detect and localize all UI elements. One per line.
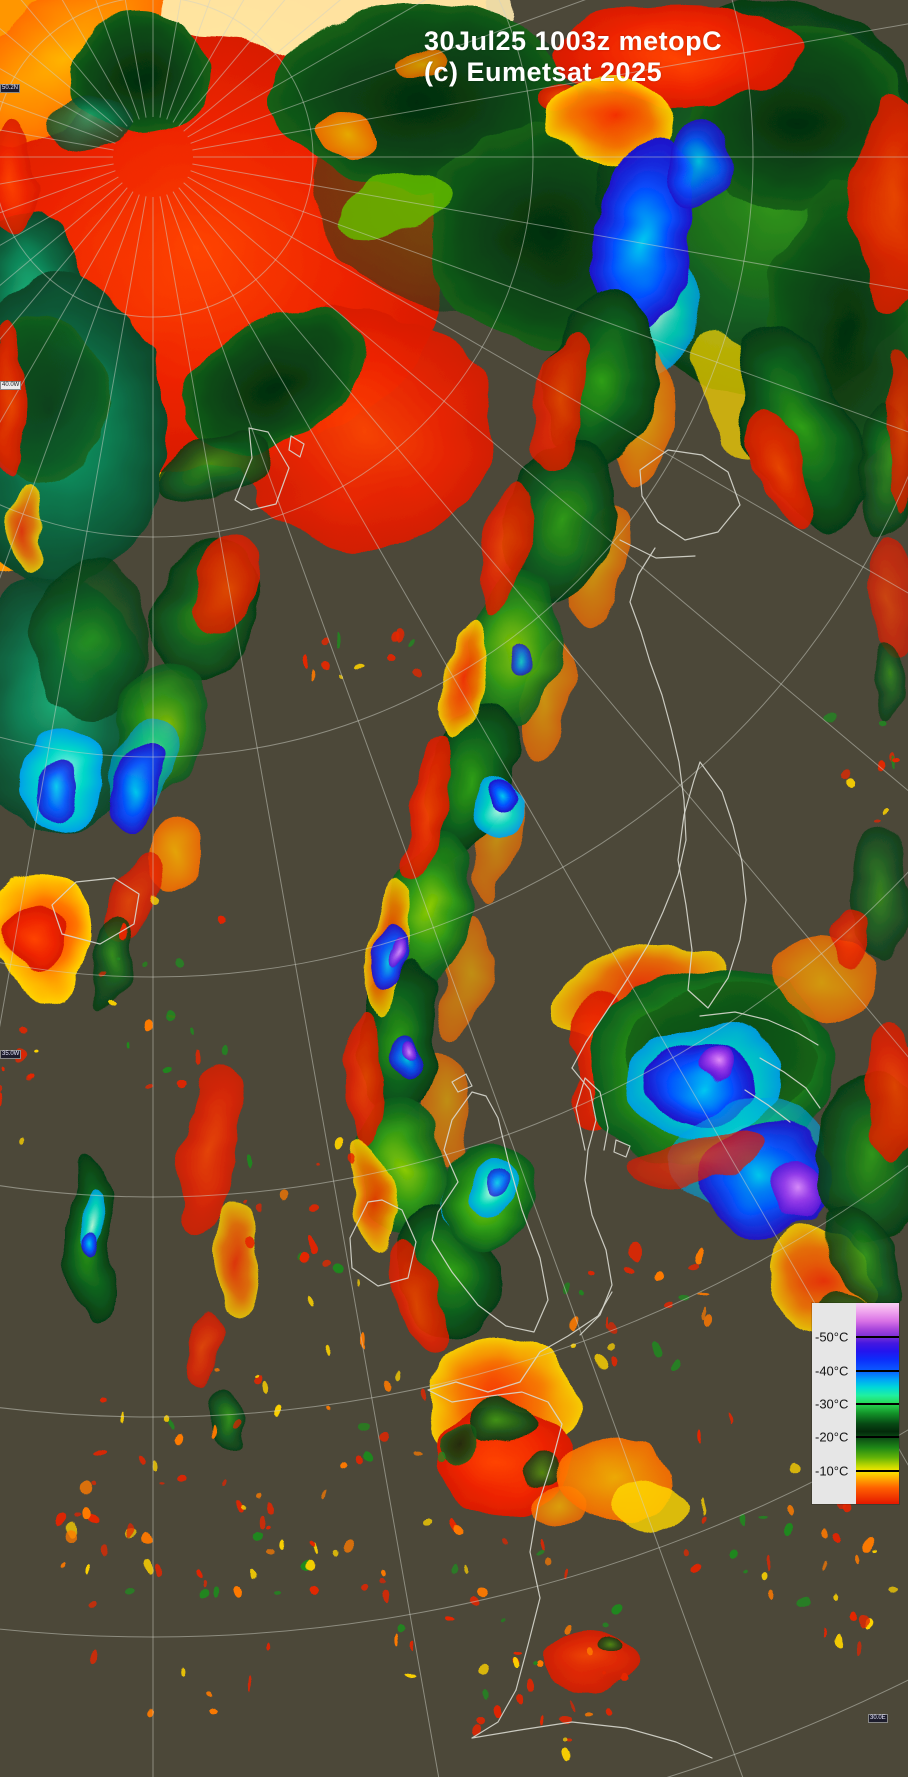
coast-norway [571, 547, 687, 1069]
coast-kattegat-denmark [571, 1067, 631, 1336]
coast-baltic-bothnia [677, 761, 747, 1009]
legend-label: -40°C [815, 1363, 849, 1379]
coast-gulf-finland [699, 1011, 819, 1046]
cloud-streaks-lowerleft [66, 1060, 257, 1445]
legend-label: -20°C [815, 1429, 849, 1445]
image-copyright: (c) Eumetsat 2025 [424, 57, 663, 87]
coast-ireland [349, 1199, 417, 1287]
legend-color-bar [856, 1303, 899, 1504]
image-title-line1: 30Jul25 1003z metopC [424, 26, 723, 56]
legend-tick-line [856, 1436, 899, 1439]
coast-svalbard [234, 427, 305, 511]
graticule-label: 40.0W [0, 381, 22, 390]
coast-iceland [51, 877, 140, 945]
legend-label: -30°C [815, 1396, 849, 1412]
coast-continent [427, 1291, 613, 1691]
coast-biscay-spain [471, 1689, 713, 1759]
cloud-storm-right [552, 830, 908, 1391]
legend-tick-line [856, 1369, 899, 1372]
cloud-field [0, 0, 908, 1692]
legend-label-panel: -50°C -40°C -30°C -20°C -10°C [812, 1303, 856, 1504]
coast-whitesea [619, 449, 741, 559]
legend-tick-line [856, 1335, 899, 1338]
cloud-speckles [0, 628, 903, 1764]
coast-britain [431, 1073, 549, 1333]
image-title-block: 30Jul25 1003z metopC (c) Eumetsat 2025 [424, 26, 722, 88]
coast-baltic-south [744, 1057, 821, 1123]
legend-tick-line [856, 1470, 899, 1473]
cloud-band-bottom-hook [425, 1140, 685, 1692]
temperature-legend: -50°C -40°C -30°C -20°C -10°C [812, 1303, 899, 1504]
graticule-label: 50.2N [0, 84, 21, 93]
legend-label: -50°C [815, 1329, 849, 1345]
legend-tick-line [856, 1402, 899, 1405]
coastlines [51, 427, 821, 1759]
graticule-label: 30.0E [868, 1714, 888, 1723]
legend-label: -10°C [815, 1463, 849, 1479]
graticule-label: 35.0W [0, 1050, 22, 1059]
